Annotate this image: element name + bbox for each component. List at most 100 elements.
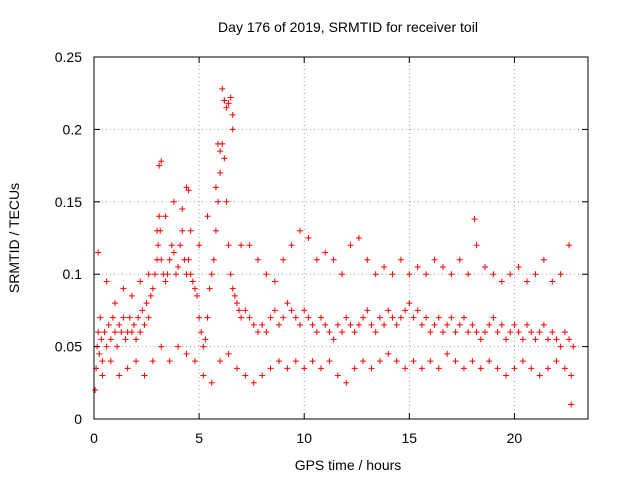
data-point — [187, 227, 194, 234]
data-point — [477, 336, 484, 343]
data-point — [355, 235, 362, 241]
data-point — [347, 242, 354, 249]
data-point — [431, 256, 438, 263]
data-point — [553, 358, 560, 365]
data-point — [133, 336, 140, 343]
data-point — [166, 256, 173, 263]
data-point — [381, 321, 388, 328]
data-point — [284, 300, 291, 307]
data-point — [170, 198, 177, 205]
data-point — [137, 278, 144, 285]
data-point — [162, 213, 169, 220]
data-point — [212, 184, 219, 191]
data-point — [385, 350, 392, 357]
data-point — [267, 314, 274, 321]
x-tick-label: 10 — [296, 430, 312, 446]
data-point — [540, 321, 547, 328]
data-point — [200, 343, 207, 350]
data-point — [330, 336, 337, 343]
data-point — [189, 278, 196, 285]
data-point — [334, 321, 341, 328]
data-point — [439, 329, 446, 336]
data-point — [568, 401, 575, 408]
data-point — [557, 271, 564, 278]
data-point — [225, 350, 232, 357]
data-point — [477, 365, 484, 372]
data-point — [427, 358, 434, 365]
x-axis-label: GPS time / hours — [295, 457, 402, 473]
data-point — [448, 271, 455, 278]
data-point — [360, 358, 367, 365]
data-point — [155, 242, 162, 249]
data-point — [275, 358, 282, 365]
y-tick-label: 0.25 — [55, 49, 82, 65]
data-point — [128, 292, 135, 299]
data-points — [92, 85, 577, 408]
data-point — [402, 307, 409, 314]
data-point — [309, 358, 316, 365]
data-point — [355, 321, 362, 328]
data-point — [368, 321, 375, 328]
data-point — [107, 336, 114, 343]
data-point — [223, 198, 230, 205]
data-point — [481, 263, 488, 270]
data-point — [151, 271, 158, 278]
data-point — [250, 379, 257, 386]
grid-lines — [94, 57, 588, 419]
data-point — [118, 329, 125, 336]
data-point — [196, 314, 203, 321]
data-point — [231, 292, 238, 299]
data-point — [418, 365, 425, 372]
data-point — [215, 198, 222, 205]
data-point — [116, 372, 123, 379]
data-point — [545, 365, 552, 372]
data-point — [202, 336, 209, 343]
data-point — [254, 256, 261, 263]
data-point — [452, 358, 459, 365]
data-point — [238, 242, 245, 249]
data-point — [347, 321, 354, 328]
data-point — [179, 206, 186, 213]
data-point — [267, 365, 274, 372]
data-point — [122, 336, 129, 343]
data-point — [503, 336, 510, 343]
data-point — [540, 256, 547, 263]
data-point — [116, 321, 123, 328]
data-point — [481, 329, 488, 336]
data-point — [242, 372, 249, 379]
data-point — [166, 358, 173, 365]
data-point — [128, 329, 135, 336]
data-point — [162, 278, 169, 285]
data-point — [515, 263, 522, 270]
data-point — [145, 271, 152, 278]
data-point — [107, 358, 114, 365]
data-point — [221, 155, 228, 162]
data-point — [313, 256, 320, 263]
data-point — [139, 307, 146, 314]
data-point — [566, 336, 573, 343]
data-point — [473, 329, 480, 336]
data-point — [227, 94, 234, 101]
data-point — [368, 365, 375, 372]
data-point — [452, 329, 459, 336]
data-point — [553, 336, 560, 343]
x-tick-label: 15 — [402, 430, 418, 446]
data-point — [444, 350, 451, 357]
data-point — [389, 271, 396, 278]
x-tick-label: 5 — [195, 430, 203, 446]
data-point — [95, 329, 102, 336]
data-point — [147, 292, 154, 299]
y-tick-label: 0.1 — [63, 266, 83, 282]
data-point — [280, 256, 287, 263]
data-point — [376, 314, 383, 321]
data-point — [275, 321, 282, 328]
data-point — [164, 271, 171, 278]
data-point — [229, 126, 236, 133]
data-point — [309, 321, 316, 328]
data-point — [233, 300, 240, 307]
data-point — [471, 216, 478, 223]
data-point — [126, 314, 133, 321]
data-point — [435, 365, 442, 372]
data-point — [223, 104, 230, 111]
data-point — [204, 314, 211, 321]
